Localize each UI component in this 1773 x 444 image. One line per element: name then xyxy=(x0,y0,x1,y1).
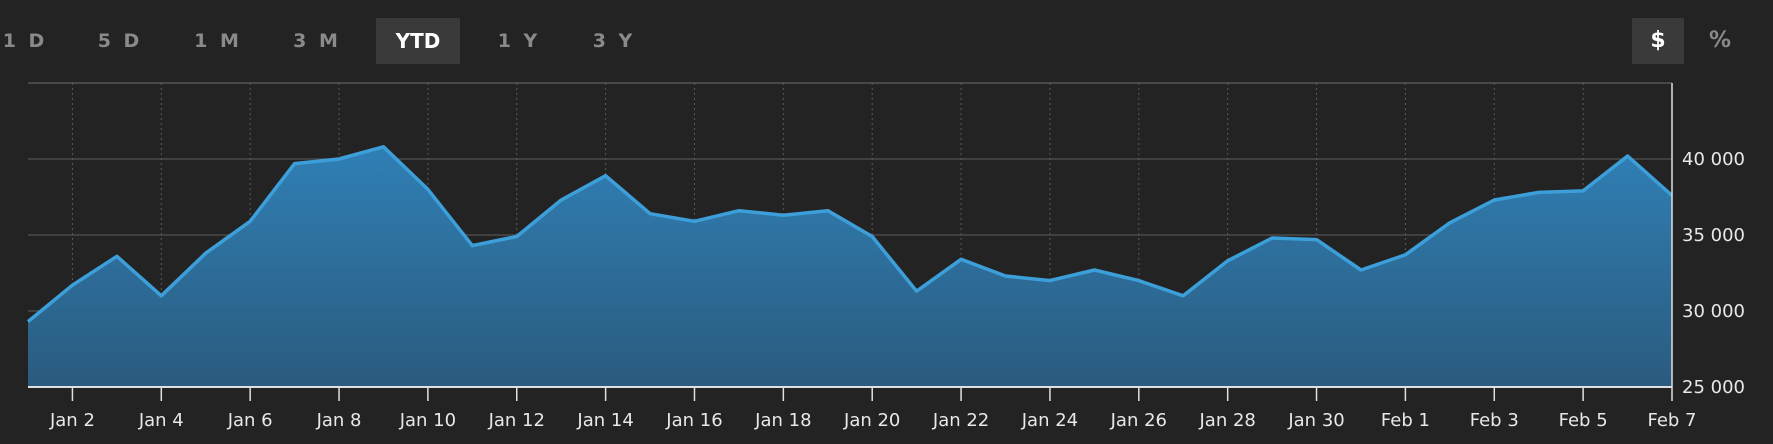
y-tick-label: 40 000 xyxy=(1682,149,1745,170)
y-tick-label: 30 000 xyxy=(1682,301,1745,322)
x-tick-label: Jan 30 xyxy=(1287,410,1344,431)
x-tick-label: Feb 3 xyxy=(1470,410,1519,431)
range-3m-button[interactable]: 3 M xyxy=(293,30,341,52)
x-tick-label: Feb 1 xyxy=(1381,410,1430,431)
axes xyxy=(28,83,1673,401)
x-tick-label: Jan 20 xyxy=(843,410,900,431)
x-tick-label: Feb 7 xyxy=(1647,410,1696,431)
range-selector: 1 D 5 D 1 M 3 M YTD 1 Y 3 Y xyxy=(0,18,632,64)
x-tick-label: Jan 26 xyxy=(1110,410,1167,431)
x-tick-label: Jan 18 xyxy=(754,410,811,431)
range-3y-button[interactable]: 3 Y xyxy=(592,30,636,52)
range-1m-button[interactable]: 1 M xyxy=(194,30,242,52)
x-tick-label: Jan 12 xyxy=(488,410,545,431)
x-tick-label: Jan 16 xyxy=(665,410,722,431)
unit-dollar-button[interactable]: $ xyxy=(1632,18,1684,64)
x-tick-label: Jan 8 xyxy=(316,410,362,431)
x-tick-label: Jan 10 xyxy=(399,410,456,431)
y-tick-label: 35 000 xyxy=(1682,225,1745,246)
series-line xyxy=(26,145,1674,323)
x-tick-label: Jan 24 xyxy=(1021,410,1078,431)
x-tick-label: Jan 2 xyxy=(49,410,95,431)
range-ytd-button[interactable]: YTD xyxy=(376,18,460,64)
x-tick-label: Feb 5 xyxy=(1559,410,1608,431)
area-fill xyxy=(28,146,1672,387)
x-tick-label: Jan 28 xyxy=(1198,410,1255,431)
range-1d-button[interactable]: 1 D xyxy=(2,30,48,52)
x-tick-label: Jan 4 xyxy=(138,410,184,431)
x-tick-label: Jan 22 xyxy=(932,410,989,431)
x-tick-label: Jan 6 xyxy=(227,410,273,431)
y-tick-label: 25 000 xyxy=(1682,377,1745,398)
unit-percent-button[interactable]: % xyxy=(1708,28,1732,53)
range-1y-button[interactable]: 1 Y xyxy=(497,30,541,52)
range-5d-button[interactable]: 5 D xyxy=(97,30,143,52)
tick-labels: 25 000 30 000 35 000 40 000 Jan 2 Jan 4 Jan 6 J… xyxy=(49,149,1745,431)
x-tick-label: Jan 14 xyxy=(576,410,633,431)
